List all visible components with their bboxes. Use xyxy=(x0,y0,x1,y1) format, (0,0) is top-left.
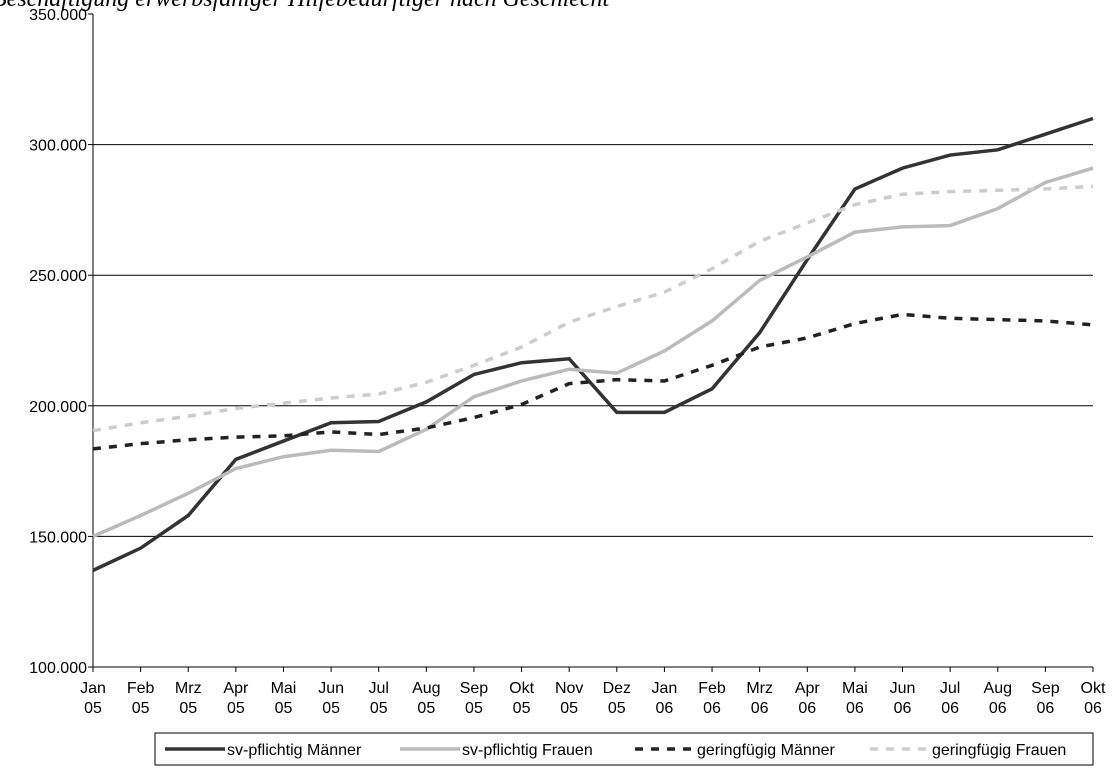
y-tick-label: 150.000 xyxy=(29,529,87,546)
y-tick-label: 350.000 xyxy=(29,7,87,24)
x-tick-label: Jun 06 xyxy=(890,680,916,717)
x-tick-label: Aug 06 xyxy=(984,680,1012,717)
x-tick-label: Dez 05 xyxy=(603,680,631,717)
legend-label: geringfügig Frauen xyxy=(932,742,1066,759)
x-tick-label: Mai 05 xyxy=(271,680,297,717)
series-line xyxy=(92,116,1094,572)
x-tick-label: Jun 05 xyxy=(318,680,344,717)
x-tick-label: Sep 06 xyxy=(1031,680,1060,717)
x-tick-label: Jul 05 xyxy=(368,680,388,717)
x-tick-label: Nov 05 xyxy=(555,680,583,717)
x-tick-label: Mai 06 xyxy=(842,680,868,717)
x-tick-label: Sep 05 xyxy=(460,680,489,717)
x-tick-label: Apr 06 xyxy=(795,680,821,717)
x-tick-label: Jul 06 xyxy=(940,680,960,717)
y-tick-label: 250.000 xyxy=(29,268,87,285)
x-tick-label: Okt 05 xyxy=(509,680,534,717)
legend-box xyxy=(154,732,1094,766)
x-tick-label: Feb 05 xyxy=(127,680,155,717)
y-tick-label: 200.000 xyxy=(29,399,87,416)
y-tick-label: 100.000 xyxy=(29,660,87,677)
x-tick-label: Aug 05 xyxy=(412,680,440,717)
series-line xyxy=(92,312,1094,451)
x-tick-label: Apr 05 xyxy=(223,680,249,717)
x-tick-label: Mrz 06 xyxy=(746,680,773,717)
x-tick-label: Jan 06 xyxy=(652,680,678,717)
y-tick-label: 300.000 xyxy=(29,138,87,155)
chart-title: Beschäftigung erwerbsfähiger Hilfebedürf… xyxy=(0,0,611,12)
x-tick-label: Feb 06 xyxy=(698,680,726,717)
legend-label: geringfügig Männer xyxy=(697,742,836,759)
x-tick-label: Jan 05 xyxy=(80,680,106,717)
x-tick-label: Mrz 05 xyxy=(175,680,202,717)
series-line xyxy=(92,166,1094,539)
x-tick-label: Okt 06 xyxy=(1081,680,1106,717)
legend-label: sv-pflichtig Männer xyxy=(227,742,362,759)
legend-label: sv-pflichtig Frauen xyxy=(462,742,593,759)
series-line xyxy=(92,184,1094,433)
